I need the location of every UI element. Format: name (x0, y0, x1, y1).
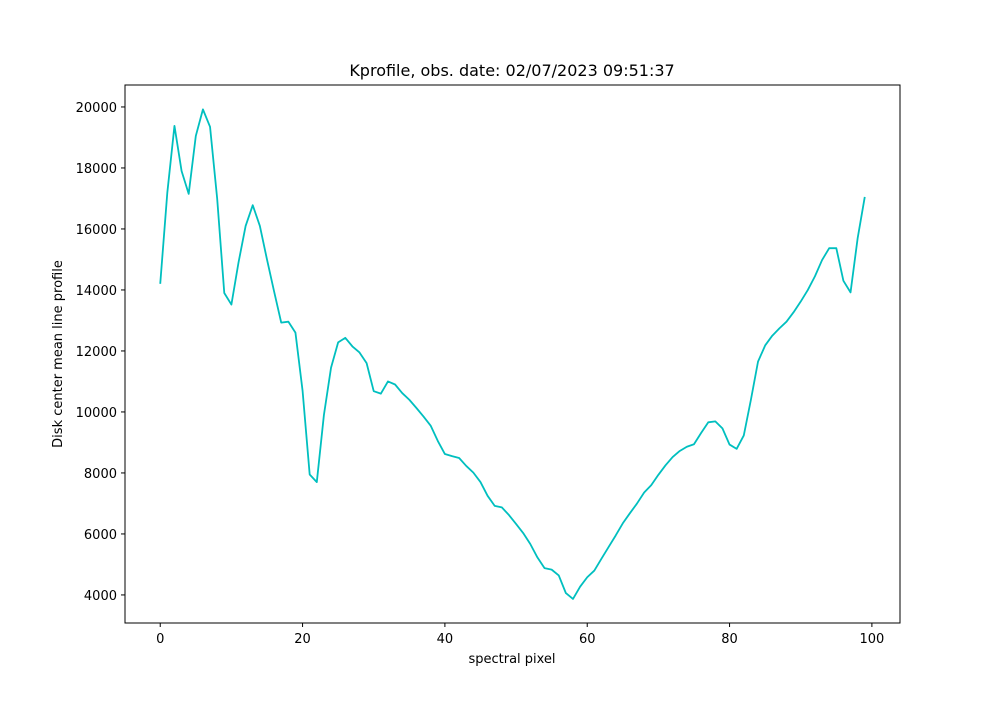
y-tick-label: 14000 (76, 284, 117, 299)
x-tick-label: 80 (721, 632, 738, 647)
y-tick-label: 10000 (76, 406, 117, 421)
y-tick-label: 4000 (84, 589, 117, 604)
x-tick-label: 100 (859, 632, 884, 647)
data-line (159, 108, 866, 600)
y-axis-label: Disk center mean line profile (51, 260, 66, 448)
plot-frame (124, 84, 901, 624)
x-tick-label: 40 (437, 632, 454, 647)
x-tick-label: 60 (579, 632, 596, 647)
y-tick-label: 18000 (76, 162, 117, 177)
x-tick-label: 20 (294, 632, 311, 647)
y-tick-label: 6000 (84, 528, 117, 543)
x-axis-label: spectral pixel (468, 652, 555, 667)
y-tick-label: 8000 (84, 467, 117, 482)
y-tick-label: 12000 (76, 345, 117, 360)
y-tick-label: 20000 (76, 101, 117, 116)
chart-title: Kprofile, obs. date: 02/07/2023 09:51:37 (349, 61, 674, 80)
y-tick-label: 16000 (76, 223, 117, 238)
x-tick-label: 0 (156, 632, 164, 647)
